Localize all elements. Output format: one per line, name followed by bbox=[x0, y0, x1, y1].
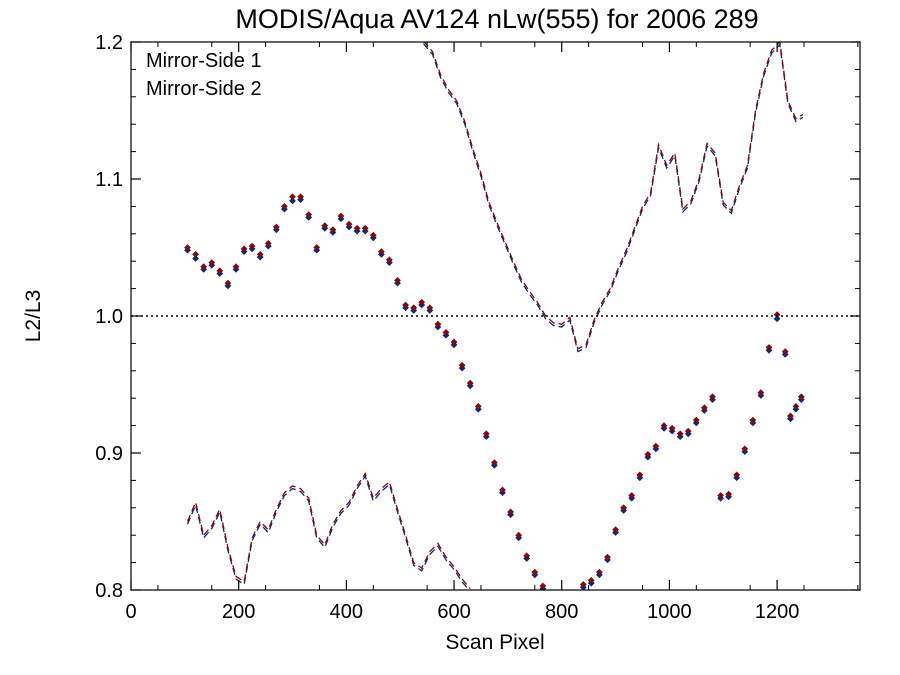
mirror-side-2-point bbox=[208, 259, 216, 266]
mirror-side-2-point bbox=[337, 212, 345, 220]
chart-title: MODIS/Aqua AV124 nLw(555) for 2006 289 bbox=[235, 4, 758, 34]
mirror-side-1-point bbox=[773, 315, 781, 323]
x-axis-label: Scan Pixel bbox=[445, 631, 544, 654]
mirror-side-2-point bbox=[572, 594, 579, 601]
mirror-side-2-point bbox=[184, 244, 191, 251]
x-tick-label: 1200 bbox=[755, 601, 800, 623]
x-tick-label: 1000 bbox=[647, 601, 692, 623]
mirror-side-2-point bbox=[692, 416, 700, 424]
mirror-side-2-point bbox=[386, 256, 393, 264]
mirror-side-2-point bbox=[717, 492, 724, 499]
mirror-side-2-point bbox=[426, 304, 434, 312]
mirror-side-2-point bbox=[458, 361, 466, 369]
mirror-side-2-point bbox=[329, 226, 337, 234]
mirror-side-2-point bbox=[773, 311, 781, 318]
mirror-side-2-point bbox=[499, 486, 506, 494]
mirror-side-2-point bbox=[378, 248, 385, 255]
mirror-side-1-point bbox=[289, 197, 296, 205]
mirror-side-2-point bbox=[345, 220, 353, 228]
mirror-side-2-point bbox=[450, 338, 458, 346]
mirror-side-2-point bbox=[313, 244, 321, 251]
mirror-side-2-point bbox=[402, 301, 409, 309]
mirror-side-2-point bbox=[264, 240, 272, 247]
x-tick-label: 0 bbox=[125, 601, 136, 623]
mirror-side-2-point bbox=[741, 445, 749, 453]
mirror-side-2-point bbox=[394, 277, 401, 284]
data-layer bbox=[184, 42, 805, 601]
mirror-side-2-point bbox=[474, 403, 482, 410]
mirror-side-1-upper-dashed-line bbox=[421, 42, 804, 353]
plot-frame bbox=[130, 41, 861, 591]
mirror-side-2-point bbox=[224, 279, 232, 287]
y-axis-label: L2/L3 bbox=[22, 290, 45, 343]
mirror-side-2-point bbox=[216, 267, 224, 275]
y-tick-label: 1.0 bbox=[95, 306, 123, 328]
mirror-side-2-point bbox=[652, 442, 660, 450]
x-tick-label: 200 bbox=[222, 601, 255, 623]
mirror-side-2-point bbox=[369, 231, 377, 239]
x-tick-label: 800 bbox=[545, 601, 578, 623]
mirror-side-2-point bbox=[491, 459, 498, 466]
mirror-side-2-point bbox=[192, 251, 199, 258]
mirror-side-1-lower-dashed-line bbox=[186, 474, 470, 590]
x-tick-label: 600 bbox=[437, 601, 470, 623]
y-tick-label: 1.2 bbox=[95, 32, 123, 54]
mirror-side-2-point bbox=[636, 471, 644, 479]
y-tick-label: 0.8 bbox=[95, 580, 123, 602]
mirror-side-2-point bbox=[725, 490, 732, 498]
y-tick-label: 1.1 bbox=[95, 169, 123, 191]
mirror-side-2-point bbox=[353, 224, 361, 232]
mirror-side-2-upper-dashed-line bbox=[423, 42, 804, 350]
mirror-side-2-point bbox=[507, 508, 514, 516]
mirror-side-2-point bbox=[620, 504, 627, 512]
x-tick-label: 400 bbox=[330, 601, 363, 623]
mirror-side-2-point bbox=[273, 223, 280, 231]
mirror-side-2-point bbox=[321, 222, 329, 229]
legend-entry-mirror-side-1: Mirror-Side 1 bbox=[146, 50, 262, 72]
mirror-side-2-point bbox=[548, 594, 555, 601]
mirror-side-2-point bbox=[297, 193, 304, 201]
y-tick-label: 0.9 bbox=[95, 443, 123, 465]
mirror-side-2-point bbox=[482, 430, 490, 438]
legend-entry-mirror-side-2: Mirror-Side 2 bbox=[146, 78, 262, 100]
axes-layer: 0 200 400 600 800 1000 1200 0.8 0.9 1.0 1.1 1.2 bbox=[95, 32, 860, 623]
mirror-side-1-point bbox=[192, 255, 199, 262]
mirror-side-2-point bbox=[797, 393, 805, 401]
mirror-side-2-lower-dashed-line bbox=[186, 472, 471, 590]
mirror-side-2-point bbox=[248, 242, 256, 250]
mirror-side-2-point bbox=[668, 424, 676, 432]
mirror-side-2-point bbox=[442, 329, 450, 336]
mirror-side-2-point bbox=[289, 193, 296, 201]
mirror-side-2-point bbox=[281, 203, 288, 210]
mirror-side-2-point bbox=[240, 245, 248, 253]
